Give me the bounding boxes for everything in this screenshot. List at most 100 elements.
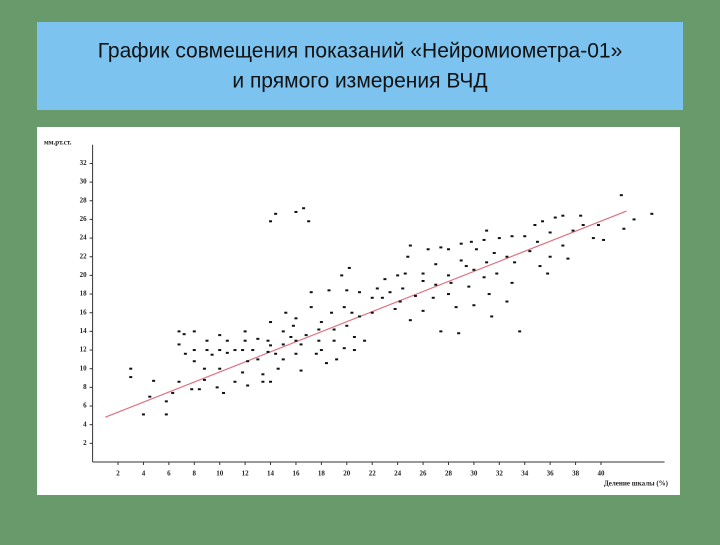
y-tick-label: 8 [83, 383, 87, 391]
point [398, 300, 402, 303]
point [431, 296, 435, 299]
point [309, 291, 313, 294]
x-axis-label: Деление шкалы (%) [604, 480, 669, 488]
point [210, 353, 214, 356]
point [561, 214, 565, 217]
point [370, 311, 374, 314]
point [246, 384, 250, 387]
point [330, 311, 334, 314]
y-tick-label: 32 [80, 159, 88, 167]
x-tick-label: 26 [420, 470, 428, 478]
point [408, 244, 412, 247]
point [304, 334, 308, 337]
y-tick-label: 20 [80, 271, 88, 279]
point [342, 306, 346, 309]
point [497, 237, 501, 240]
x-tick-label: 20 [343, 470, 351, 478]
y-tick-label: 28 [80, 196, 88, 204]
point [261, 373, 265, 376]
point [319, 321, 323, 324]
point [358, 291, 362, 294]
point [523, 235, 527, 238]
point [396, 274, 400, 277]
x-tick-label: 10 [216, 470, 224, 478]
y-tick-label: 10 [80, 364, 88, 372]
point [449, 281, 453, 284]
title-line: График совмещения показаний «Нейромиомет… [98, 40, 623, 63]
point [269, 321, 273, 324]
point [190, 388, 194, 391]
point [602, 238, 606, 241]
point [474, 248, 478, 251]
point [553, 216, 557, 219]
point [241, 349, 245, 352]
point [192, 360, 196, 363]
point [619, 194, 623, 197]
y-tick-label: 30 [80, 178, 88, 186]
point [164, 400, 168, 403]
point [538, 265, 542, 268]
point [464, 265, 468, 268]
point [266, 350, 270, 353]
point [294, 352, 298, 355]
point [129, 367, 133, 370]
point [482, 238, 486, 241]
x-tick-label: 12 [242, 470, 250, 478]
point [309, 306, 313, 309]
point [269, 344, 273, 347]
point [421, 279, 425, 282]
y-tick-label: 14 [80, 327, 88, 335]
point [202, 367, 206, 370]
point [421, 309, 425, 312]
point [434, 283, 438, 286]
point [426, 248, 430, 251]
x-tick-label: 40 [598, 470, 606, 478]
point [222, 391, 226, 394]
point [289, 335, 293, 338]
y-tick-label: 16 [80, 308, 88, 316]
point [388, 291, 392, 294]
point [380, 296, 384, 299]
point [302, 207, 306, 210]
point [182, 333, 186, 336]
point [650, 212, 654, 215]
point [485, 261, 489, 264]
point [439, 246, 443, 249]
x-tick-label: 4 [142, 470, 146, 478]
point [487, 293, 491, 296]
point [294, 210, 298, 213]
point [375, 287, 379, 290]
point [324, 362, 328, 365]
point [510, 235, 514, 238]
point [141, 413, 145, 416]
point [294, 339, 298, 342]
point [261, 380, 265, 383]
point [299, 369, 303, 372]
point [340, 274, 344, 277]
point [345, 289, 349, 292]
point [197, 388, 201, 391]
point [177, 343, 181, 346]
point [281, 358, 285, 361]
point [218, 367, 222, 370]
point [335, 358, 339, 361]
point [284, 311, 288, 314]
y-tick-label: 26 [80, 215, 88, 223]
point [446, 274, 450, 277]
point [148, 395, 152, 398]
point [225, 351, 229, 354]
point [579, 214, 583, 217]
x-tick-label: 36 [547, 470, 555, 478]
point [256, 337, 260, 340]
point [183, 352, 187, 355]
y-tick-label: 24 [80, 234, 88, 242]
point [571, 229, 575, 232]
point [243, 339, 247, 342]
point [269, 220, 273, 223]
point [566, 257, 570, 260]
point [454, 306, 458, 309]
point [129, 376, 133, 379]
point [215, 386, 219, 389]
point [233, 349, 237, 352]
point [446, 293, 450, 296]
